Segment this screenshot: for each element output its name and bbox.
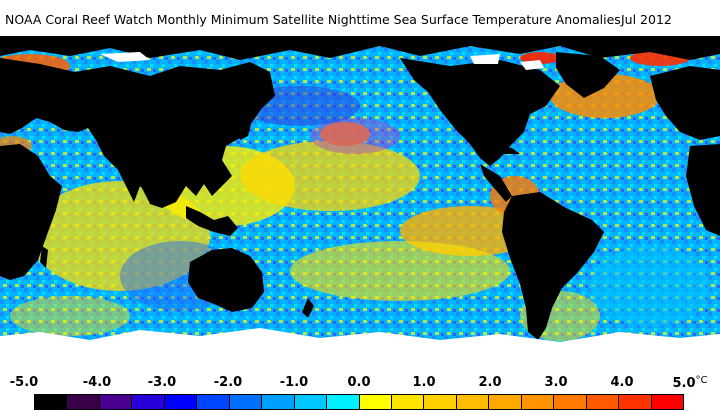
central-america [480,164,512,202]
greenland [556,52,620,98]
antarctic-ice [0,328,720,370]
madagascar [40,246,48,268]
color-swatch [164,395,198,409]
world-map-canvas [0,36,720,370]
africa [0,144,62,280]
color-swatch [456,395,490,409]
new-zealand [302,298,314,318]
sst-anomaly-map [0,36,720,370]
color-swatch [132,395,165,409]
tick-label: -4.0 [82,375,112,390]
color-swatch [521,395,555,409]
eurasia [0,58,275,208]
west-africa [686,144,720,236]
tick-label: -5.0 [9,375,39,390]
india-peninsula [118,154,140,202]
color-swatch [359,395,392,409]
color-scale-legend: -5.0 -4.0 -3.0 -2.0 -1.0 0.0 1.0 2.0 3.0… [0,372,720,411]
color-swatch [424,395,457,409]
tick-label: 4.0 [610,375,634,390]
tick-label: 0.0 [347,375,371,390]
color-swatch [327,395,360,409]
color-swatch [229,395,263,409]
map-date: Jul 2012 [621,12,672,27]
tick-label: -2.0 [213,375,243,390]
color-swatch [619,395,652,409]
color-swatch [586,395,620,409]
unit-label: °C [695,375,708,386]
tick-label: 1.0 [412,375,436,390]
tick-label: -3.0 [147,375,177,390]
maritime-asia [186,206,238,236]
arctic-land [0,36,720,60]
western-europe [650,66,720,140]
color-swatch [197,395,230,409]
color-swatch [391,395,425,409]
color-swatch [554,395,587,409]
japan [238,114,252,140]
color-swatch [35,395,68,409]
cuba [496,146,520,154]
color-swatch [489,395,522,409]
tick-label-max: 5.0°C [672,375,708,391]
color-swatch [651,395,684,409]
south-america [502,192,604,340]
tick-label: -1.0 [279,375,309,390]
color-bar [34,394,684,410]
map-title-bar: NOAA Coral Reef Watch Monthly Minimum Sa… [0,8,720,28]
australia [188,248,264,312]
arctic-ice [100,52,544,70]
land-masses [0,36,720,340]
map-title: NOAA Coral Reef Watch Monthly Minimum Sa… [5,12,621,27]
color-swatch [294,395,328,409]
color-swatch [262,395,295,409]
tick-label: 3.0 [544,375,568,390]
tick-label: 2.0 [478,375,502,390]
color-swatch [99,395,133,409]
color-swatch [67,395,100,409]
north-america [400,58,560,166]
